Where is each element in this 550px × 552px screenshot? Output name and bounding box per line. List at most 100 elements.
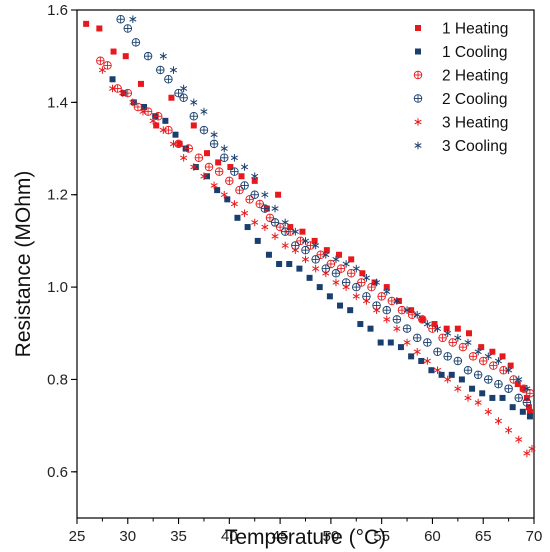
data-point bbox=[478, 344, 485, 351]
data-point bbox=[515, 375, 523, 384]
data-point bbox=[143, 51, 153, 61]
data-point bbox=[484, 407, 492, 416]
data-point bbox=[342, 260, 350, 268]
data-point bbox=[489, 348, 496, 355]
data-point bbox=[418, 357, 425, 364]
data-point bbox=[296, 236, 305, 246]
data-point bbox=[190, 122, 197, 129]
data-point bbox=[184, 144, 193, 153]
legend-item: 2 Heating bbox=[413, 68, 508, 85]
data-point bbox=[528, 444, 536, 453]
data-point bbox=[194, 153, 204, 163]
data-point bbox=[275, 191, 282, 198]
data-point bbox=[423, 357, 431, 365]
data-point bbox=[203, 150, 210, 157]
data-point bbox=[504, 384, 513, 393]
data-point bbox=[489, 361, 498, 370]
data-point bbox=[332, 255, 340, 264]
data-point bbox=[463, 365, 473, 375]
data-point bbox=[190, 163, 198, 171]
data-point bbox=[448, 338, 458, 347]
data-point bbox=[367, 325, 374, 332]
data-point bbox=[312, 241, 320, 250]
data-point bbox=[199, 125, 209, 135]
legend-item: 2 Cooling bbox=[413, 91, 508, 108]
data-point bbox=[162, 117, 169, 124]
data-point bbox=[301, 245, 310, 255]
data-point bbox=[316, 250, 325, 260]
data-point bbox=[408, 353, 415, 360]
data-point bbox=[484, 352, 492, 361]
data-point bbox=[494, 379, 503, 389]
data-point bbox=[412, 333, 422, 343]
data-point bbox=[190, 98, 198, 107]
data-point bbox=[499, 394, 506, 401]
data-point bbox=[244, 224, 251, 231]
data-point bbox=[220, 144, 228, 153]
data-point bbox=[251, 172, 259, 181]
data-point bbox=[431, 321, 438, 328]
data-point bbox=[153, 122, 160, 129]
data-point bbox=[123, 88, 133, 98]
data-point bbox=[255, 199, 265, 209]
data-point bbox=[352, 264, 360, 273]
data-point bbox=[96, 56, 105, 66]
data-point bbox=[525, 404, 532, 411]
data-point bbox=[270, 218, 280, 227]
data-point bbox=[444, 375, 452, 384]
data-point bbox=[392, 315, 402, 324]
data-point bbox=[464, 394, 472, 402]
x-axis-ticks: 25 30 35 40 45 50 55 60 65 70 bbox=[69, 518, 542, 545]
data-point bbox=[494, 417, 502, 425]
data-point bbox=[200, 172, 208, 181]
data-point bbox=[523, 394, 530, 401]
data-point bbox=[230, 200, 238, 208]
plot-frame bbox=[76, 9, 535, 519]
data-point bbox=[156, 65, 165, 75]
data-point bbox=[387, 339, 394, 346]
data-point bbox=[260, 204, 270, 213]
data-point bbox=[407, 310, 417, 320]
data-point bbox=[311, 255, 320, 264]
data-point bbox=[113, 84, 122, 93]
data-point bbox=[301, 255, 310, 264]
data-point bbox=[179, 93, 188, 102]
data-point bbox=[454, 334, 462, 342]
legend-label: 2 Heating bbox=[442, 68, 508, 85]
y-axis-ticks: 0.6 0.8 1.0 1.2 1.4 1.6 bbox=[47, 2, 77, 481]
legend-marker bbox=[415, 25, 421, 31]
data-point bbox=[215, 159, 222, 166]
series-2-heating bbox=[96, 56, 535, 398]
data-point bbox=[250, 190, 259, 199]
data-point bbox=[234, 214, 241, 221]
data-point bbox=[245, 195, 254, 204]
data-point bbox=[224, 196, 231, 203]
data-point bbox=[164, 75, 173, 84]
data-point bbox=[505, 426, 513, 435]
data-point bbox=[397, 305, 407, 315]
data-point bbox=[336, 264, 346, 273]
x-tick-label: 45 bbox=[272, 528, 289, 545]
data-point bbox=[281, 241, 289, 250]
data-point bbox=[271, 232, 279, 241]
data-point bbox=[514, 393, 524, 403]
data-point bbox=[383, 287, 391, 296]
legend-marker bbox=[414, 141, 422, 150]
data-point bbox=[210, 181, 218, 190]
data-point bbox=[464, 338, 472, 347]
data-point bbox=[499, 365, 508, 375]
data-point bbox=[453, 356, 463, 366]
data-point bbox=[509, 404, 516, 411]
data-point bbox=[326, 259, 336, 269]
x-tick-label: 35 bbox=[170, 528, 187, 545]
data-point bbox=[478, 356, 488, 366]
data-point bbox=[373, 306, 381, 314]
data-point bbox=[408, 307, 415, 314]
data-point bbox=[103, 61, 112, 70]
data-point bbox=[393, 324, 401, 333]
data-point bbox=[336, 251, 343, 258]
data-point bbox=[383, 284, 390, 291]
data-point bbox=[131, 38, 141, 47]
data-point bbox=[276, 261, 283, 267]
data-point bbox=[275, 222, 285, 232]
